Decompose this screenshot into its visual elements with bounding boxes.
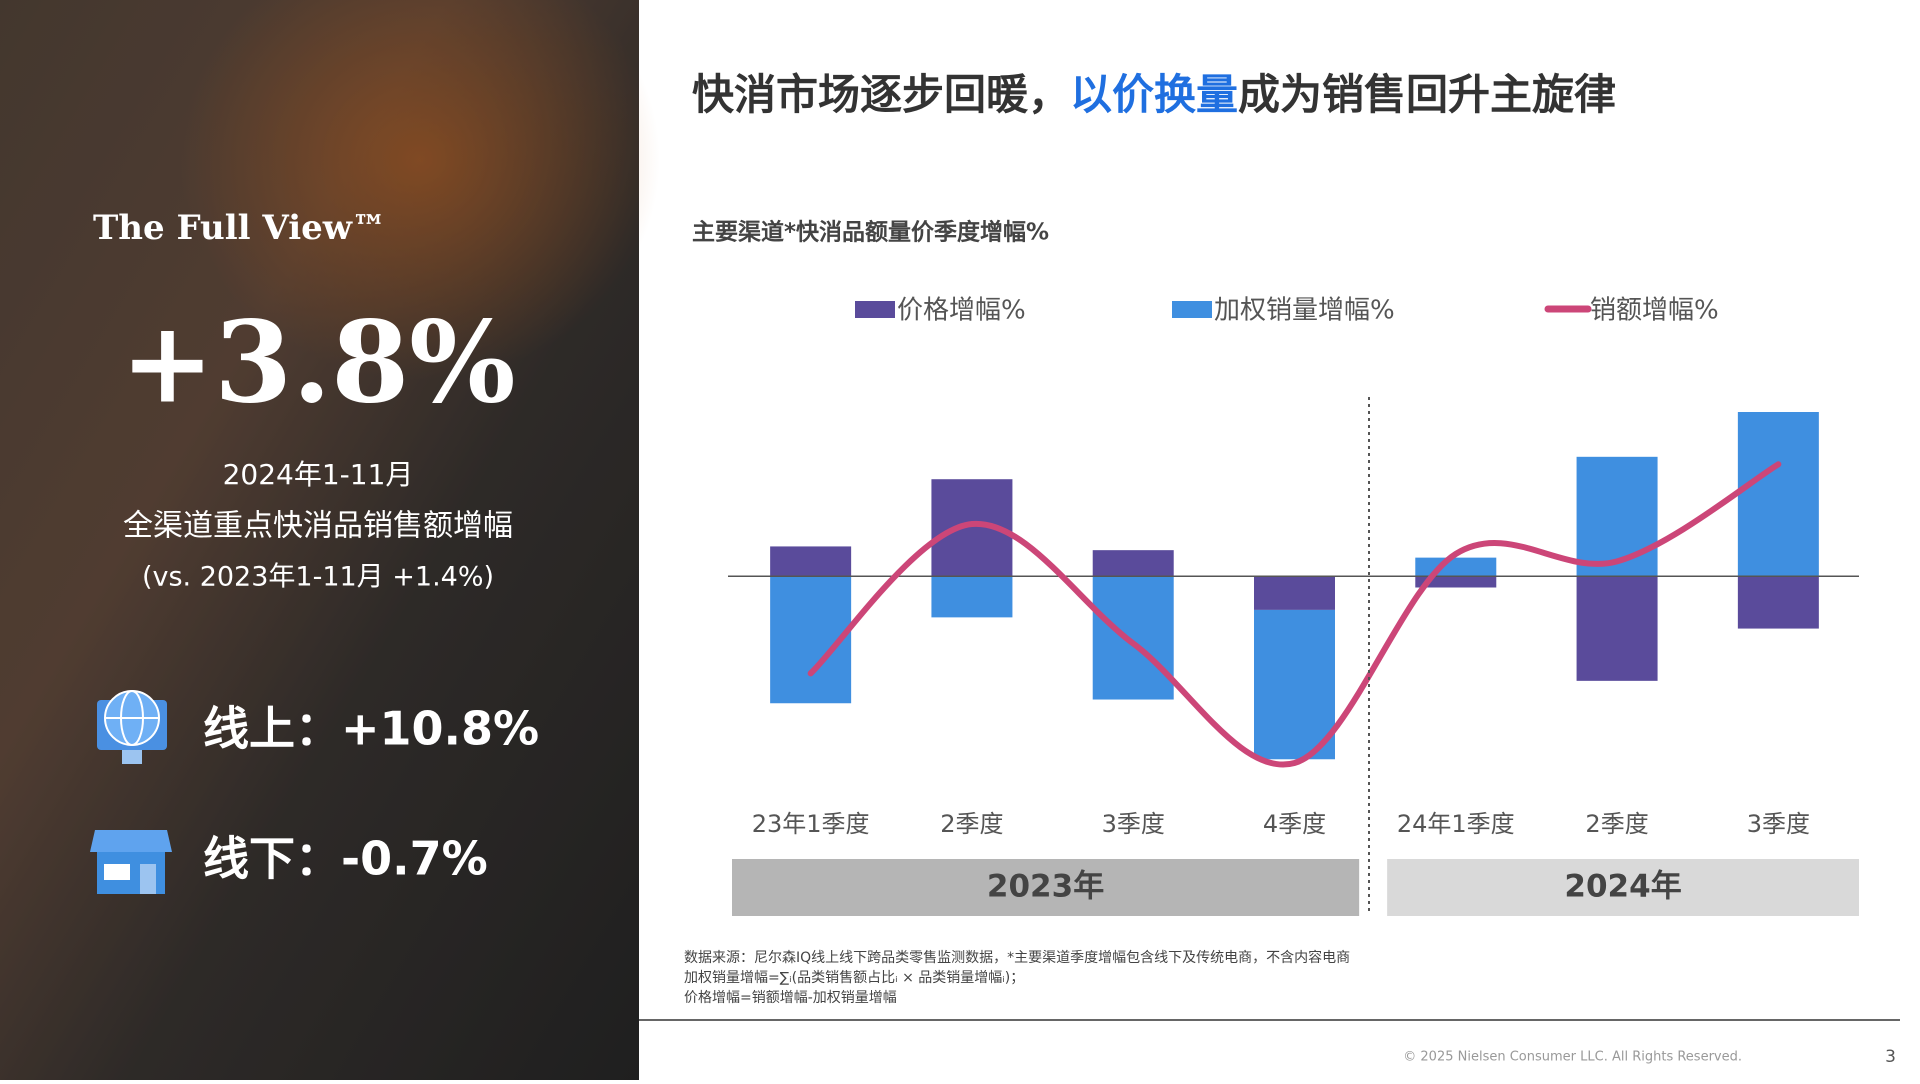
brand: The Full View™ — [93, 208, 386, 248]
title-part: 成为销售回升主旋律 — [1238, 70, 1616, 119]
x-tick-label: 24年1季度 — [1397, 810, 1515, 838]
year-label: 2024年 — [1564, 869, 1681, 905]
footnote: 价格增幅=销额增幅-加权销量增幅 — [684, 990, 897, 1006]
bar — [1576, 576, 1658, 681]
plot: 价格增幅% 加权销量增幅% 销额增幅% 23年1季度 2季度 3季度 4季度 24年1季度 2季… — [728, 296, 1859, 916]
footnote: 加权销量增幅=∑ᵢ(品类销售额占比ᵢ × 品类销量增幅ᵢ)； — [684, 970, 1024, 986]
bar — [931, 576, 1013, 618]
bar — [1254, 609, 1335, 760]
chart-title: 主要渠道*快消品额量价季度增幅% — [692, 219, 1049, 246]
x-tick-label: 2季度 — [1585, 810, 1648, 838]
description: 全渠道重点快消品销售额增幅 — [123, 509, 513, 544]
online-growth: 线上：+10.8% — [203, 702, 539, 756]
bar — [1092, 550, 1174, 577]
x-tick-label: 3季度 — [1102, 810, 1165, 838]
bar — [1737, 576, 1819, 629]
offline-growth: 线下：-0.7% — [203, 832, 488, 886]
period: 2024年1-11月 — [223, 458, 414, 491]
title-highlight: 以价换量 — [1070, 70, 1238, 119]
title-part: 快消市场逐步回暖， — [692, 70, 1070, 119]
x-tick-label: 4季度 — [1263, 810, 1326, 838]
bar — [1415, 576, 1497, 588]
bar — [1737, 412, 1819, 577]
footnote: 数据来源：尼尔森IQ线上线下跨品类零售监测数据，*主要渠道季度增幅包含线下及传统… — [684, 949, 1350, 966]
bar — [1415, 557, 1497, 577]
legend-swatch — [1172, 301, 1212, 318]
bar — [1092, 576, 1174, 700]
year-label: 2023年 — [987, 869, 1104, 905]
year-band — [1387, 859, 1859, 916]
slide-title: 快消市场逐步回暖，以价换量成为销售回升主旋律 — [692, 70, 1616, 119]
left-panel: The Full View™ +3.8% 2024年1-11月 全渠道重点快消品… — [0, 0, 660, 1080]
page-number: 3 — [1885, 1047, 1896, 1067]
legend-swatch — [855, 301, 895, 318]
legend-label: 价格增幅% — [897, 296, 1026, 326]
store-icon — [90, 830, 172, 894]
sales-line — [807, 461, 1782, 768]
comparison: (vs. 2023年1-11月 +1.4%) — [142, 562, 494, 593]
panel-shade — [0, 0, 639, 1080]
x-tick-label: 3季度 — [1747, 810, 1810, 838]
legend-label: 销额增幅% — [1590, 296, 1719, 326]
year-band — [732, 859, 1360, 916]
bar — [1254, 576, 1335, 610]
copyright: © 2025 Nielsen Consumer LLC. All Rights … — [1403, 1050, 1742, 1065]
globe-icon — [97, 690, 167, 764]
x-tick-label: 2季度 — [940, 810, 1003, 838]
headline: +3.8% — [120, 297, 515, 428]
panel-glow — [180, 0, 660, 380]
x-tick-label: 23年1季度 — [752, 810, 870, 838]
bar — [770, 546, 852, 577]
bar — [1576, 456, 1658, 577]
legend-label: 加权销量增幅% — [1214, 296, 1395, 326]
